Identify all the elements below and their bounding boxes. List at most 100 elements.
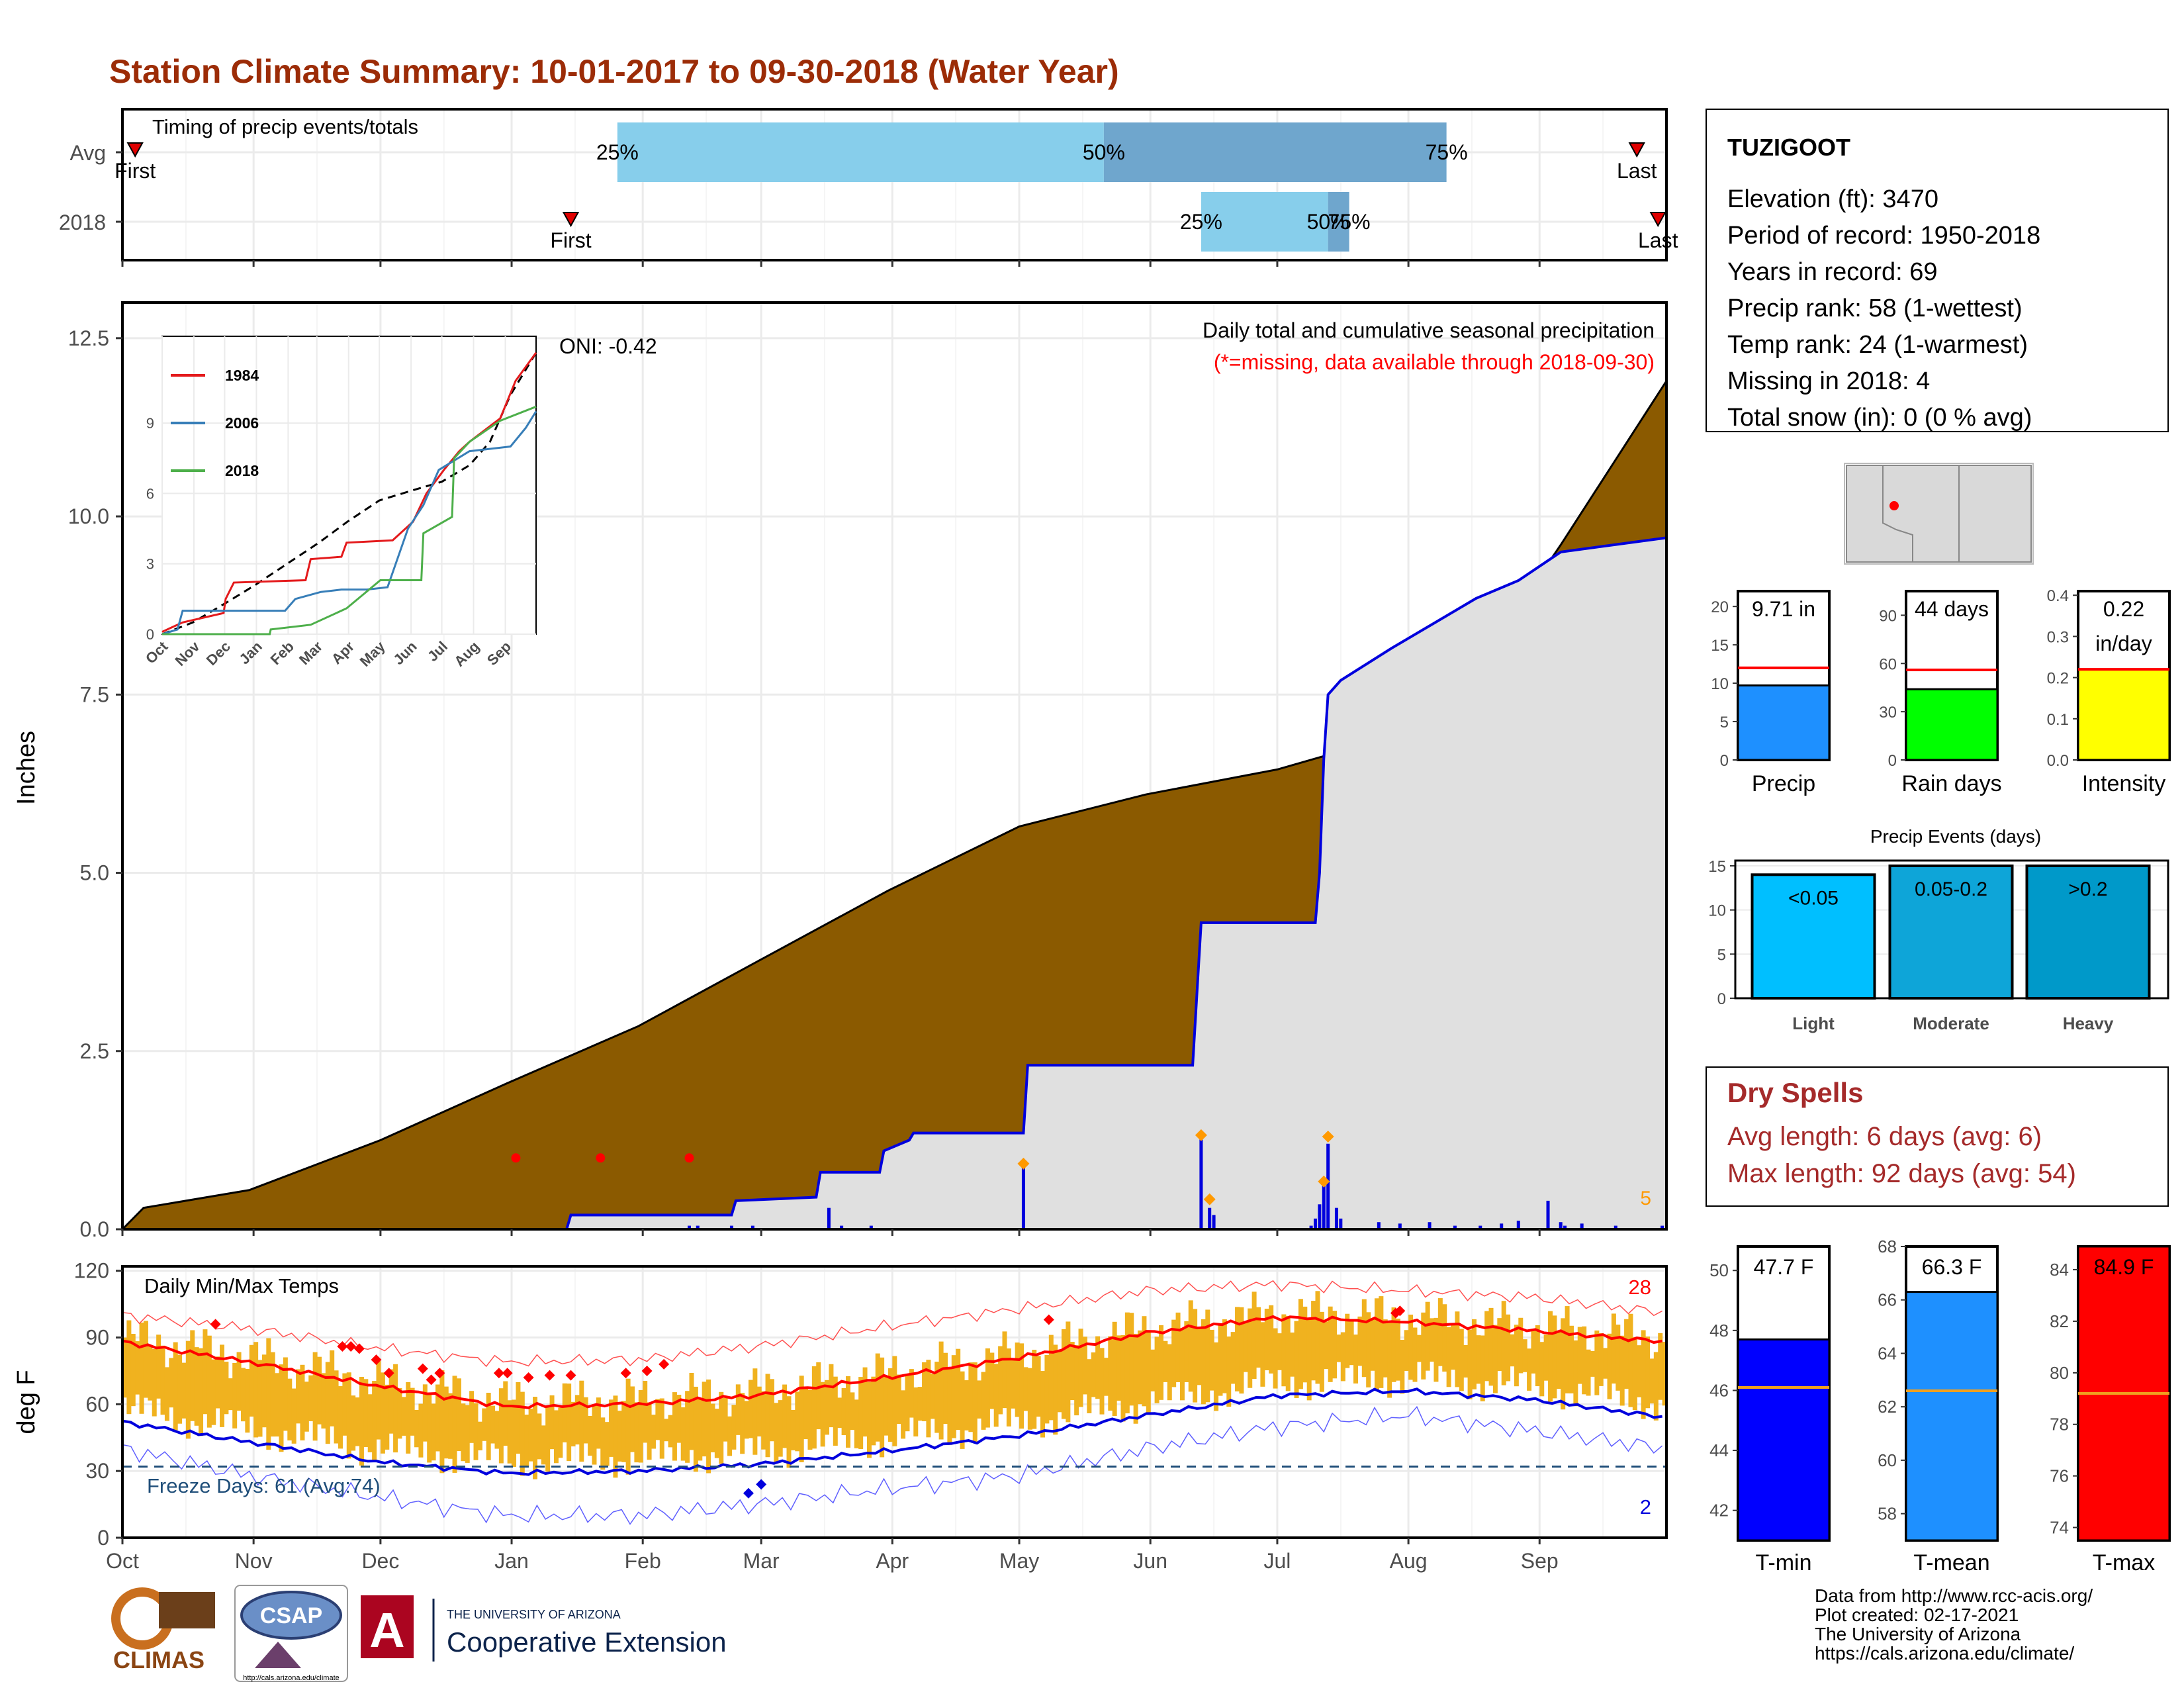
temp-record-high-marker	[353, 1343, 365, 1354]
footer-credits: Data from http://www.rcc-acis.org/ Plot …	[1815, 1585, 2093, 1664]
precip-daily-bar	[751, 1225, 754, 1229]
precip-panel: Daily total and cumulative seasonal prec…	[13, 301, 1668, 1241]
precip-daily-bar	[1334, 1207, 1338, 1229]
temp-daily-bar	[816, 1362, 821, 1430]
temp-daily-bar	[807, 1389, 813, 1450]
temp-daily-bar	[1421, 1312, 1426, 1380]
temp-daily-bar	[668, 1415, 673, 1448]
timing-2018-label-25: 25%	[1180, 210, 1222, 234]
temp-daily-bar	[862, 1367, 868, 1437]
temp-daily-bar	[774, 1403, 779, 1462]
temp-daily-bar	[710, 1403, 715, 1452]
temp-daily-bar	[989, 1352, 995, 1409]
temp-daily-bar	[1243, 1321, 1248, 1372]
month-label-nov: Nov	[235, 1549, 273, 1573]
temp-daily-bar	[1607, 1333, 1612, 1399]
temp-daily-bar	[643, 1381, 648, 1443]
temp-daily-bar	[528, 1408, 533, 1462]
temp-daily-bar	[490, 1405, 496, 1444]
temp-daily-bar	[1061, 1329, 1066, 1419]
dry-spells-title: Dry Spells	[1727, 1077, 1863, 1108]
temp-daily-bar	[494, 1411, 500, 1449]
temp-daily-bar	[507, 1400, 512, 1464]
temp-ytick-label: 120	[74, 1259, 109, 1283]
temp-daily-bar	[943, 1352, 948, 1425]
temp-daily-bar	[1171, 1319, 1177, 1387]
temp-daily-bar	[1264, 1309, 1269, 1370]
precip-event-marker	[1318, 1175, 1330, 1188]
temp-daily-bar	[702, 1382, 707, 1457]
precip-event-marker	[1322, 1131, 1334, 1143]
precip-ytick-label: 5.0	[80, 861, 109, 885]
gauge-t-max-name: T-max	[2093, 1550, 2155, 1575]
temp-daily-bar	[1658, 1333, 1663, 1400]
temp-panel: Daily Min/Max Temps Freeze Days: 61 (Avg…	[13, 1259, 1668, 1573]
temp-daily-bar	[1302, 1306, 1308, 1383]
temp-daily-bar	[1239, 1307, 1244, 1394]
temp-daily-bar	[461, 1403, 466, 1462]
ua-logo-block	[361, 1595, 414, 1658]
freeze-days-label: Freeze Days: 61 (Avg:74)	[147, 1474, 381, 1497]
temp-daily-bar	[731, 1405, 737, 1450]
inset-legend-label-1984: 1984	[225, 367, 259, 384]
inset-legend-label-2006: 2006	[225, 414, 259, 432]
temp-daily-bar	[545, 1406, 551, 1472]
gauge-t-max-tick-label: 80	[2050, 1363, 2069, 1383]
temp-daily-bar	[1611, 1313, 1616, 1384]
temp-daily-bar	[296, 1369, 301, 1424]
temp-record-high-marker	[523, 1372, 534, 1383]
precip-events-title: Precip Events (days)	[1870, 826, 2041, 847]
temp-daily-bar	[811, 1366, 817, 1449]
temp-daily-bar	[1011, 1358, 1016, 1409]
temp-daily-bar	[224, 1362, 229, 1415]
temp-daily-bar	[380, 1372, 385, 1454]
timing-2018-label-50: 50%	[1307, 210, 1349, 234]
timing-avg-label-75: 75%	[1426, 140, 1468, 164]
temp-daily-bar	[706, 1380, 711, 1474]
events-bar-light	[1751, 873, 1876, 1000]
gauge-precip-tick-label: 0	[1720, 752, 1729, 770]
temp-daily-bar	[439, 1370, 445, 1474]
temp-daily-bar	[1277, 1333, 1282, 1370]
temp-daily-bar	[880, 1357, 885, 1458]
temp-daily-bar	[1361, 1299, 1367, 1378]
temp-daily-bar	[998, 1346, 1003, 1415]
temp-daily-bar	[1497, 1318, 1502, 1372]
temp-daily-bar	[1324, 1321, 1329, 1370]
temp-daily-bar	[579, 1380, 584, 1462]
temp-daily-bar	[1027, 1368, 1032, 1430]
temp-daily-bar	[181, 1362, 187, 1419]
temp-daily-bar	[1649, 1358, 1655, 1404]
temp-daily-bar	[1251, 1291, 1257, 1380]
temp-record-low-marker	[743, 1487, 754, 1499]
temp-daily-bar	[1404, 1330, 1409, 1371]
precip-missing-count: 5	[1640, 1188, 1651, 1209]
temp-daily-bar	[1603, 1348, 1608, 1379]
temp-daily-bar	[1163, 1340, 1168, 1382]
temp-daily-bar	[1214, 1342, 1219, 1411]
temp-daily-bar	[922, 1362, 927, 1422]
precip-ytick-label: 2.5	[80, 1039, 109, 1063]
gauge-intensity-tick-label: 0.0	[2047, 752, 2069, 770]
precip-daily-bars	[687, 1137, 1664, 1229]
temp-record-high-marker	[426, 1374, 437, 1385]
temp-daily-bar	[1298, 1299, 1303, 1389]
temp-daily-bar	[228, 1378, 233, 1411]
temp-daily-bar	[1442, 1304, 1447, 1372]
temp-daily-bar	[930, 1374, 935, 1419]
precip-missing-marker	[684, 1153, 694, 1163]
temp-daily-bar	[850, 1392, 855, 1430]
station-elevation: Elevation (ft): 3470	[1727, 185, 1938, 213]
gauge-precip-bar	[1737, 684, 1831, 761]
gauge-t-max-tick-label: 82	[2050, 1311, 2069, 1331]
temp-daily-bar	[372, 1381, 377, 1462]
timing-2018-label-75: 75%	[1328, 210, 1371, 234]
gauge-intensity-name: Intensity	[2082, 771, 2166, 796]
station-precip-rank: Precip rank: 58 (1-wettest)	[1727, 295, 2023, 322]
temp-daily-bar	[617, 1411, 622, 1462]
temp-daily-bar	[537, 1413, 542, 1460]
temp-daily-bar	[473, 1403, 478, 1460]
temp-record-high-marker	[337, 1340, 348, 1352]
temp-daily-bar	[1590, 1350, 1595, 1377]
